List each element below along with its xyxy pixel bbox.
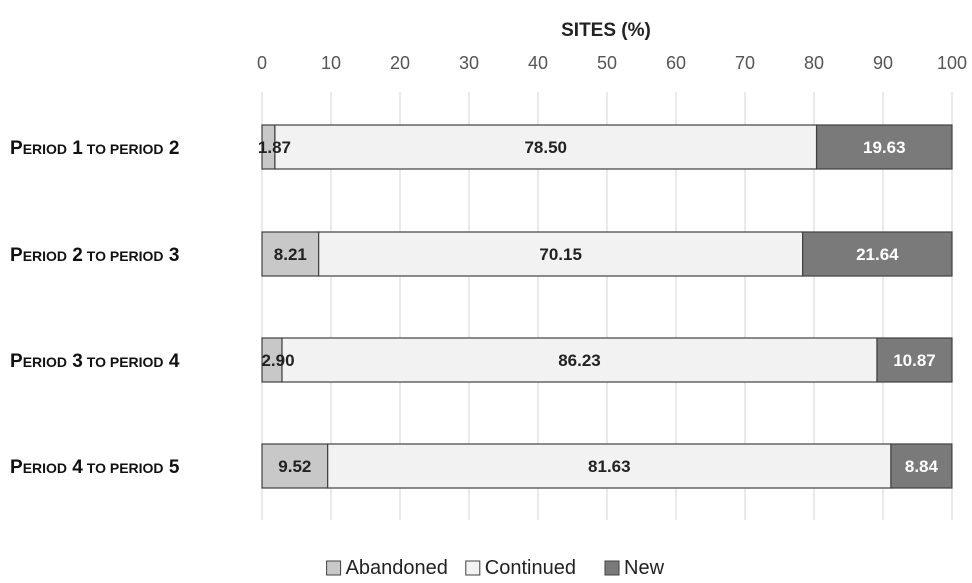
data-label-abandoned: 9.52: [278, 457, 311, 476]
legend-label: Continued: [485, 557, 576, 579]
category-label: PERIOD 1 TO PERIOD 2: [10, 138, 179, 159]
data-label-new: 19.63: [863, 138, 906, 157]
bar-row: 1.87 78.50 19.63: [258, 124, 953, 170]
legend-item-abandoned: Abandoned: [326, 557, 448, 579]
data-label-new: 21.64: [856, 245, 899, 264]
bar-new: [815, 124, 953, 170]
data-label-abandoned: 1.87: [258, 138, 291, 157]
x-tick-label: 70: [735, 53, 755, 73]
x-tick-label: 10: [321, 53, 341, 73]
x-axis-ticks: 0 10 20 30 40 50 60 70 80 90 100: [257, 53, 967, 73]
bar-abandoned: [261, 443, 329, 489]
data-label-new: 8.84: [905, 457, 939, 476]
bar-new: [890, 443, 953, 489]
category-label: PERIOD 3 TO PERIOD 4: [10, 351, 180, 372]
bar-row: 9.52 81.63 8.84: [261, 443, 953, 489]
bar-row: 2.90 86.23 10.87: [261, 337, 953, 383]
x-tick-label: 100: [937, 53, 967, 73]
x-tick-label: 90: [873, 53, 893, 73]
x-tick-label: 30: [459, 53, 479, 73]
category-label: PERIOD 4 TO PERIOD 5: [10, 457, 180, 478]
x-tick-label: 50: [597, 53, 617, 73]
category-label: PERIOD 2 TO PERIOD 3: [10, 245, 179, 266]
x-tick-label: 80: [804, 53, 824, 73]
x-tick-label: 40: [528, 53, 548, 73]
bar-row: 8.21 70.15 21.64: [261, 231, 953, 277]
x-tick-label: 0: [257, 53, 267, 73]
data-label-continued: 78.50: [524, 138, 567, 157]
legend-swatch: [604, 560, 620, 576]
legend-swatch: [326, 560, 342, 576]
bar-continued: [327, 443, 892, 489]
legend-swatch: [465, 560, 481, 576]
bars: 1.87 78.50 19.63 8.21 70.15 21.64 2.90 86.23 10.…: [258, 124, 953, 489]
data-label-continued: 86.23: [558, 351, 601, 370]
category-labels: PERIOD 1 TO PERIOD 2 PERIOD 2 TO PERIOD 3…: [10, 138, 180, 478]
bar-continued: [281, 337, 878, 383]
legend: Abandoned Continued New: [326, 557, 665, 579]
bar-new: [876, 337, 953, 383]
data-label-continued: 70.15: [539, 245, 582, 264]
data-label-new: 10.87: [893, 351, 936, 370]
legend-label: Abandoned: [346, 557, 448, 579]
legend-label: New: [624, 557, 665, 579]
x-tick-label: 20: [390, 53, 410, 73]
legend-item-continued: Continued: [465, 557, 576, 579]
bar-new: [802, 231, 953, 277]
data-label-abandoned: 2.90: [261, 351, 294, 370]
legend-item-new: New: [604, 557, 665, 579]
x-axis-title: SITES (%): [561, 20, 651, 41]
x-tick-label: 60: [666, 53, 686, 73]
data-label-continued: 81.63: [588, 457, 631, 476]
data-label-abandoned: 8.21: [274, 245, 307, 264]
